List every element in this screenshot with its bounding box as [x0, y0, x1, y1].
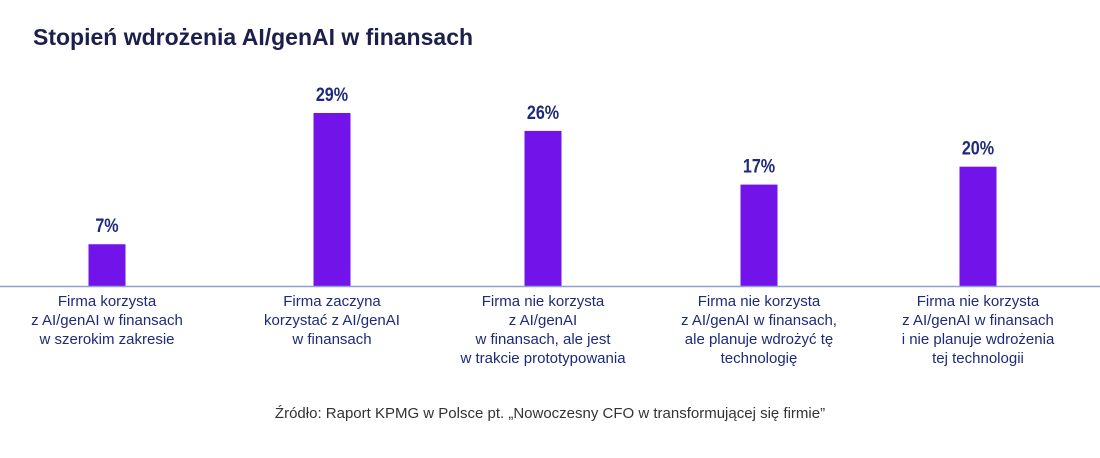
data-label: 20% — [962, 137, 995, 159]
bar — [88, 244, 126, 286]
category-label: Firma nie korzysta z AI/genAI w finansac… — [681, 293, 837, 367]
bar — [740, 184, 778, 286]
category-label: Firma korzysta z AI/genAI w finansach w … — [31, 293, 183, 348]
bar — [313, 113, 351, 286]
chart-title: Stopień wdrożenia AI/genAI w finansach — [33, 24, 474, 50]
bar — [959, 166, 997, 286]
category-label: Firma nie korzysta z AI/genAI w finansac… — [460, 293, 626, 367]
source-note: Źródło: Raport KPMG w Polsce pt. „Nowocz… — [274, 405, 826, 422]
bar — [524, 130, 562, 286]
bar-chart: 7% 29% 26% 17% 20% — [0, 84, 1100, 288]
data-label: 29% — [316, 84, 349, 106]
category-label: Firma zaczyna korzystać z AI/genAI w fin… — [264, 293, 400, 348]
category-label: Firma nie korzysta z AI/genAI w finansac… — [901, 293, 1055, 367]
data-label: 17% — [743, 155, 776, 177]
data-label: 26% — [527, 102, 560, 124]
data-label: 7% — [95, 215, 119, 237]
